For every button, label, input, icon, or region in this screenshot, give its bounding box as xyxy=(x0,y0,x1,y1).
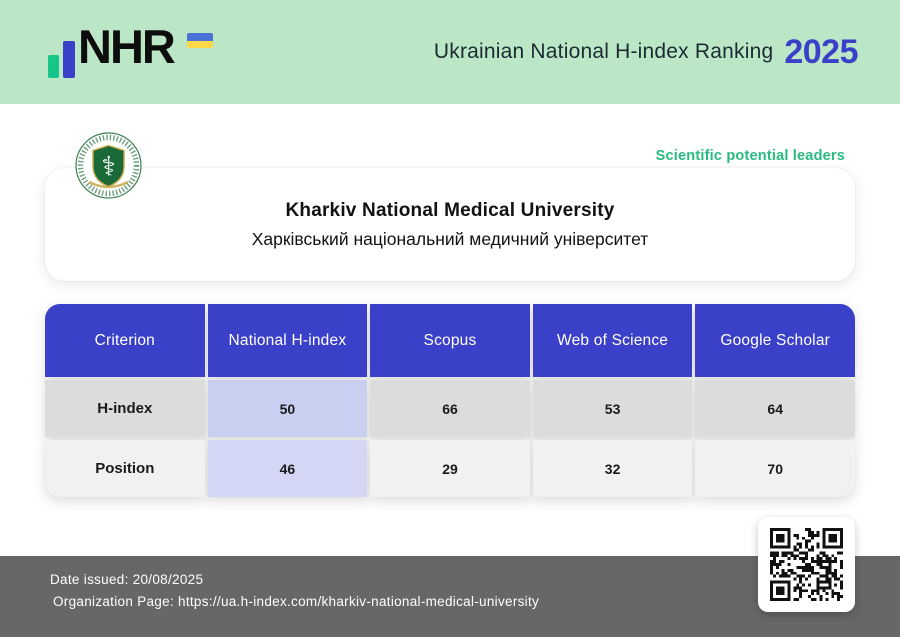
cell-h-index-scholar: 64 xyxy=(695,380,855,437)
nhr-logo: NHR xyxy=(45,20,275,79)
cell-position-national: 46 xyxy=(207,440,368,497)
cell-position-scopus: 29 xyxy=(370,440,530,497)
cell-h-index-wos: 53 xyxy=(532,380,693,437)
cell-position-wos: 32 xyxy=(532,440,693,497)
cell-h-index-scopus: 66 xyxy=(370,380,530,437)
ranking-table: Criterion National H-index Scopus Web of… xyxy=(45,304,855,497)
header-band: NHR Ukrainian National H-index Ranking 2… xyxy=(0,0,900,104)
university-card: Kharkiv National Medical University Харк… xyxy=(45,168,855,281)
logo-bar-green-icon xyxy=(48,55,59,78)
svg-text:⚕: ⚕ xyxy=(101,152,116,183)
column-header-web-of-science: Web of Science xyxy=(532,304,693,377)
qr-pattern-icon xyxy=(770,528,843,601)
qr-code xyxy=(758,517,855,612)
column-header-google-scholar: Google Scholar xyxy=(695,304,855,377)
logo-bar-blue-icon xyxy=(63,41,75,78)
organization-page-text: Organization Page: https://ua.h-index.co… xyxy=(53,594,540,609)
row-label-h-index: H-index xyxy=(45,380,205,437)
university-name-en: Kharkiv National Medical University xyxy=(285,199,615,221)
column-header-criterion: Criterion xyxy=(45,304,205,377)
column-header-national-h-index: National H-index xyxy=(207,304,368,377)
cell-position-scholar: 70 xyxy=(695,440,855,497)
cell-h-index-national: 50 xyxy=(207,380,368,437)
column-header-scopus: Scopus xyxy=(370,304,530,377)
leaders-badge: Scientific potential leaders xyxy=(655,148,845,164)
row-label-position: Position xyxy=(45,440,205,497)
ukraine-flag-icon xyxy=(187,33,213,48)
brand-text: NHR xyxy=(78,20,176,73)
ranking-title: Ukrainian National H-index Ranking xyxy=(433,40,774,63)
date-issued-text: Date issued: 20/08/2025 xyxy=(50,572,204,587)
university-logo: ⚕ xyxy=(75,132,142,199)
university-name-uk: Харківський національний медичний універ… xyxy=(251,228,649,249)
footer-band: Date issued: 20/08/2025 Organization Pag… xyxy=(0,556,900,637)
header-title-group: Ukrainian National H-index Ranking 2025 xyxy=(433,0,859,104)
ranking-year: 2025 xyxy=(784,32,858,71)
